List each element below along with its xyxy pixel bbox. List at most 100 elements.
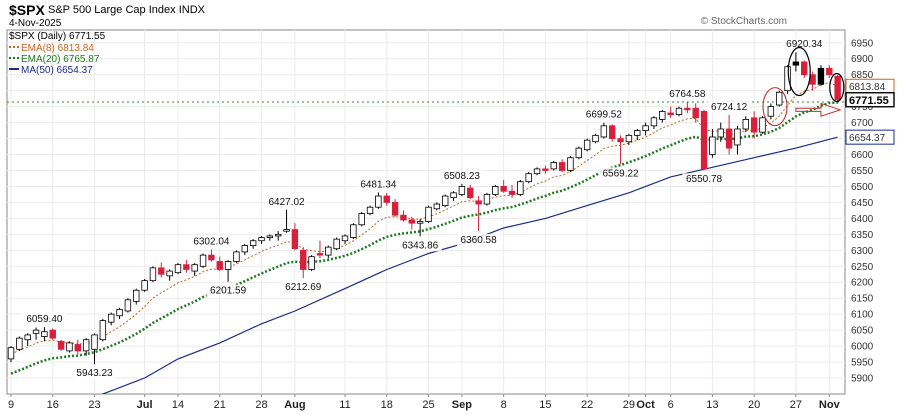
legend-price-label: $SPX (Daily) 6771.55 [9,31,106,42]
price-annotation-bg [206,284,250,297]
ema8-line [10,81,838,355]
candle-body [684,107,691,111]
candle-body [325,246,332,256]
candle-body [291,229,299,250]
price-annotation: 6302.04 [193,237,230,248]
candle-body [416,221,424,224]
price-annotation: 6481.34 [360,179,397,190]
candle-body [108,313,115,323]
candle-body [149,267,157,282]
x-tick-label: 20 [748,399,760,411]
candle-body [759,117,766,133]
legend-ema20-swatch [9,57,19,59]
candle-body [233,251,240,262]
y-tick-label: 6100 [851,310,874,321]
candle-body [558,162,566,171]
x-tick-label: 14 [172,399,184,411]
price-annotation: 6427.02 [268,197,305,208]
candle-body [642,125,649,131]
x-tick-label: Nov [819,399,841,411]
x-tick-label: 28 [255,399,267,411]
price-annotation-bg [457,233,501,246]
y-tick-label: 6400 [851,214,874,225]
price-annotation: 6059.40 [26,314,63,325]
x-tick-label: 16 [47,399,59,411]
candle-body [625,134,633,143]
candle-body [508,190,516,195]
y-tick-label: 6000 [851,342,874,353]
candle-body [216,261,223,270]
price-annotation: 6724.12 [711,102,748,113]
candle-body [99,320,107,341]
last-value-box [845,92,895,108]
price-annotation-bg [682,173,726,186]
x-tick-label: Oct [636,399,655,411]
x-tick-label: Aug [284,399,305,411]
legend-ema20-label: EMA(20) 6765.87 [21,54,100,65]
x-tick-label: 11 [339,399,350,411]
candle-body [283,229,290,232]
price-annotation-bg [398,239,442,252]
chart-date: 4-Nov-2025 [9,18,62,29]
arrow-annotation [795,102,842,117]
candle-body [383,195,390,203]
candle-body [725,128,733,149]
last-value-label: 6771.55 [849,95,889,107]
y-tick-label: 6050 [851,326,874,337]
y-tick-label: 6450 [851,198,874,209]
y-tick-label: 6850 [851,70,874,81]
y-tick-label: 6350 [851,230,874,241]
candle-body [341,235,349,242]
candle-body [784,66,791,92]
candle-body [174,264,182,274]
candle-body [659,111,666,120]
candle-body [609,125,616,139]
candle-body [425,206,432,222]
candle-body [308,256,315,270]
price-annotation: 6569.22 [602,168,639,179]
candle-body [249,240,257,246]
candle-body [408,219,415,224]
candle-body [82,339,90,352]
legend-ema8-swatch [9,46,19,48]
candle-body [433,203,441,210]
y-tick-label: 6950 [851,38,874,49]
y-tick-label: 5950 [851,358,874,369]
chart-symbol: $SPX [9,2,45,18]
price-annotation: 6699.52 [586,110,623,121]
candle-body [366,206,374,214]
candle-body [133,289,140,302]
candle-body [141,280,148,291]
x-tick-label: 25 [422,399,434,411]
candle-body [467,187,474,199]
y-tick-label: 6750 [851,102,874,113]
x-tick-label: 23 [88,399,100,411]
candle-body [675,107,683,116]
candle-body [400,214,407,221]
candle-body [500,186,507,192]
x-tick-label: Sep [452,399,472,411]
candle-body [792,61,800,66]
price-annotation: 6550.78 [686,174,723,185]
price-annotation: 6920.34 [786,39,823,50]
y-tick-label: 6250 [851,262,874,273]
candle-body [66,342,73,352]
price-annotation-bg [356,178,400,191]
highlight-ellipse-last [829,72,845,103]
candle-body [57,340,65,350]
candle-body [667,112,674,116]
candle-body [692,107,699,119]
legend-ma50-swatch [9,68,19,70]
x-tick-label: 22 [581,399,593,411]
candle-body [583,139,591,151]
price-annotation: 6212.69 [285,282,322,293]
candle-body [475,200,482,205]
candle-body [391,202,399,216]
legend-ema8: EMA(8) 6813.84 [9,43,94,54]
x-tick-label: 8 [501,399,507,411]
candle-body [375,195,382,208]
candle-body [333,238,340,250]
y-tick-label: 6900 [851,54,874,65]
chart-description: S&P 500 Large Cap Index INDX [48,4,205,16]
candle-body [258,237,265,242]
